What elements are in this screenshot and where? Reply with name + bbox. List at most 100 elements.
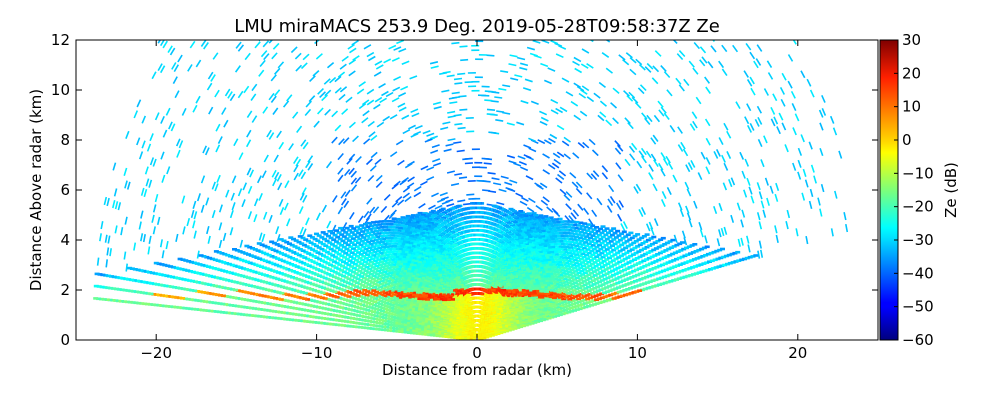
radar-gate — [600, 265, 605, 269]
noise-gate — [609, 195, 616, 204]
radar-gate — [347, 229, 353, 232]
radar-gate — [424, 255, 430, 259]
radar-gate — [398, 240, 403, 243]
radar-gate — [360, 230, 366, 233]
radar-gate — [527, 240, 532, 244]
radar-gate — [367, 267, 373, 271]
radar-gate — [573, 261, 579, 265]
radar-gate — [549, 250, 555, 254]
radar-gate — [539, 312, 545, 315]
noise-gate — [396, 40, 405, 45]
noise-gate — [691, 111, 698, 119]
noise-gate — [253, 214, 258, 223]
radar-gate — [523, 308, 529, 311]
noise-gate — [760, 200, 765, 209]
radar-gate — [418, 272, 424, 275]
radar-gate — [552, 299, 558, 302]
noise-gate — [551, 207, 559, 215]
noise-gate — [389, 114, 398, 120]
radar-gate — [533, 286, 538, 289]
radar-gate — [714, 249, 720, 253]
noise-gate — [349, 211, 355, 220]
radar-gate — [641, 235, 647, 238]
radar-gate — [426, 271, 432, 274]
noise-gate — [402, 192, 410, 199]
noise-gate — [732, 44, 739, 53]
radar-gate — [536, 241, 542, 244]
radar-gate — [518, 325, 524, 329]
radar-gate — [552, 242, 558, 246]
noise-gate — [500, 70, 509, 73]
noise-gate — [546, 206, 554, 213]
noise-gate — [740, 237, 744, 246]
radar-gate — [433, 238, 439, 242]
radar-gate — [563, 308, 569, 312]
noise-gate — [601, 165, 609, 173]
radar-gate — [422, 212, 428, 215]
radar-gate — [380, 287, 386, 290]
noise-gate — [286, 218, 291, 227]
radar-gate — [360, 271, 365, 275]
radar-gate — [377, 266, 382, 270]
radar-gate — [428, 244, 434, 247]
noise-gate — [431, 192, 439, 198]
radar-gate — [366, 258, 372, 262]
radar-gate — [729, 252, 735, 256]
noise-gate — [258, 192, 263, 201]
radar-gate — [594, 245, 600, 249]
radar-gate — [515, 313, 521, 316]
noise-gate — [374, 60, 383, 66]
radar-gate — [543, 215, 549, 218]
noise-gate — [381, 90, 389, 97]
radar-gate — [618, 254, 624, 258]
radar-gate — [622, 257, 628, 261]
radar-gate — [548, 284, 554, 287]
radar-gate — [255, 249, 261, 252]
radar-gate — [541, 306, 547, 310]
radar-gate — [420, 237, 426, 240]
radar-gate — [272, 276, 278, 280]
noise-gate — [168, 121, 173, 130]
radar-gate — [383, 267, 389, 271]
noise-gate — [250, 93, 257, 101]
radar-gate — [652, 254, 658, 257]
noise-gate — [157, 40, 162, 44]
noise-gate — [363, 210, 370, 219]
radar-gate — [383, 225, 389, 229]
noise-gate — [532, 40, 541, 44]
noise-gate — [341, 108, 349, 115]
radar-gate — [542, 251, 548, 255]
radar-gate — [524, 268, 530, 272]
radar-gate — [642, 282, 648, 285]
noise-gate — [622, 58, 630, 66]
noise-gate — [342, 137, 350, 144]
radar-gate — [432, 281, 438, 285]
radar-gate — [519, 302, 524, 305]
radar-gate — [350, 274, 355, 278]
radar-gate — [382, 270, 388, 274]
radar-gate — [642, 287, 648, 291]
radar-gate — [207, 256, 213, 260]
radar-gate — [288, 236, 294, 239]
radar-gate — [246, 268, 252, 272]
radar-gate — [707, 260, 712, 263]
radar-gate — [327, 230, 333, 233]
radar-gate — [312, 237, 318, 241]
noise-gate — [528, 137, 537, 143]
radar-gate — [705, 252, 711, 256]
noise-gate — [451, 41, 460, 45]
radar-gate — [409, 261, 415, 264]
noise-gate — [678, 84, 685, 92]
radar-gate — [539, 221, 545, 225]
radar-gate — [420, 275, 426, 278]
radar-gate — [363, 281, 369, 285]
radar-gate — [547, 240, 553, 244]
radar-gate — [596, 233, 602, 237]
radar-gate — [588, 246, 594, 249]
radar-gate — [538, 281, 543, 285]
radar-gate — [250, 285, 256, 288]
radar-gate — [529, 318, 534, 322]
radar-gate — [521, 298, 526, 302]
radar-gate — [518, 271, 524, 275]
radar-gate — [599, 241, 605, 245]
